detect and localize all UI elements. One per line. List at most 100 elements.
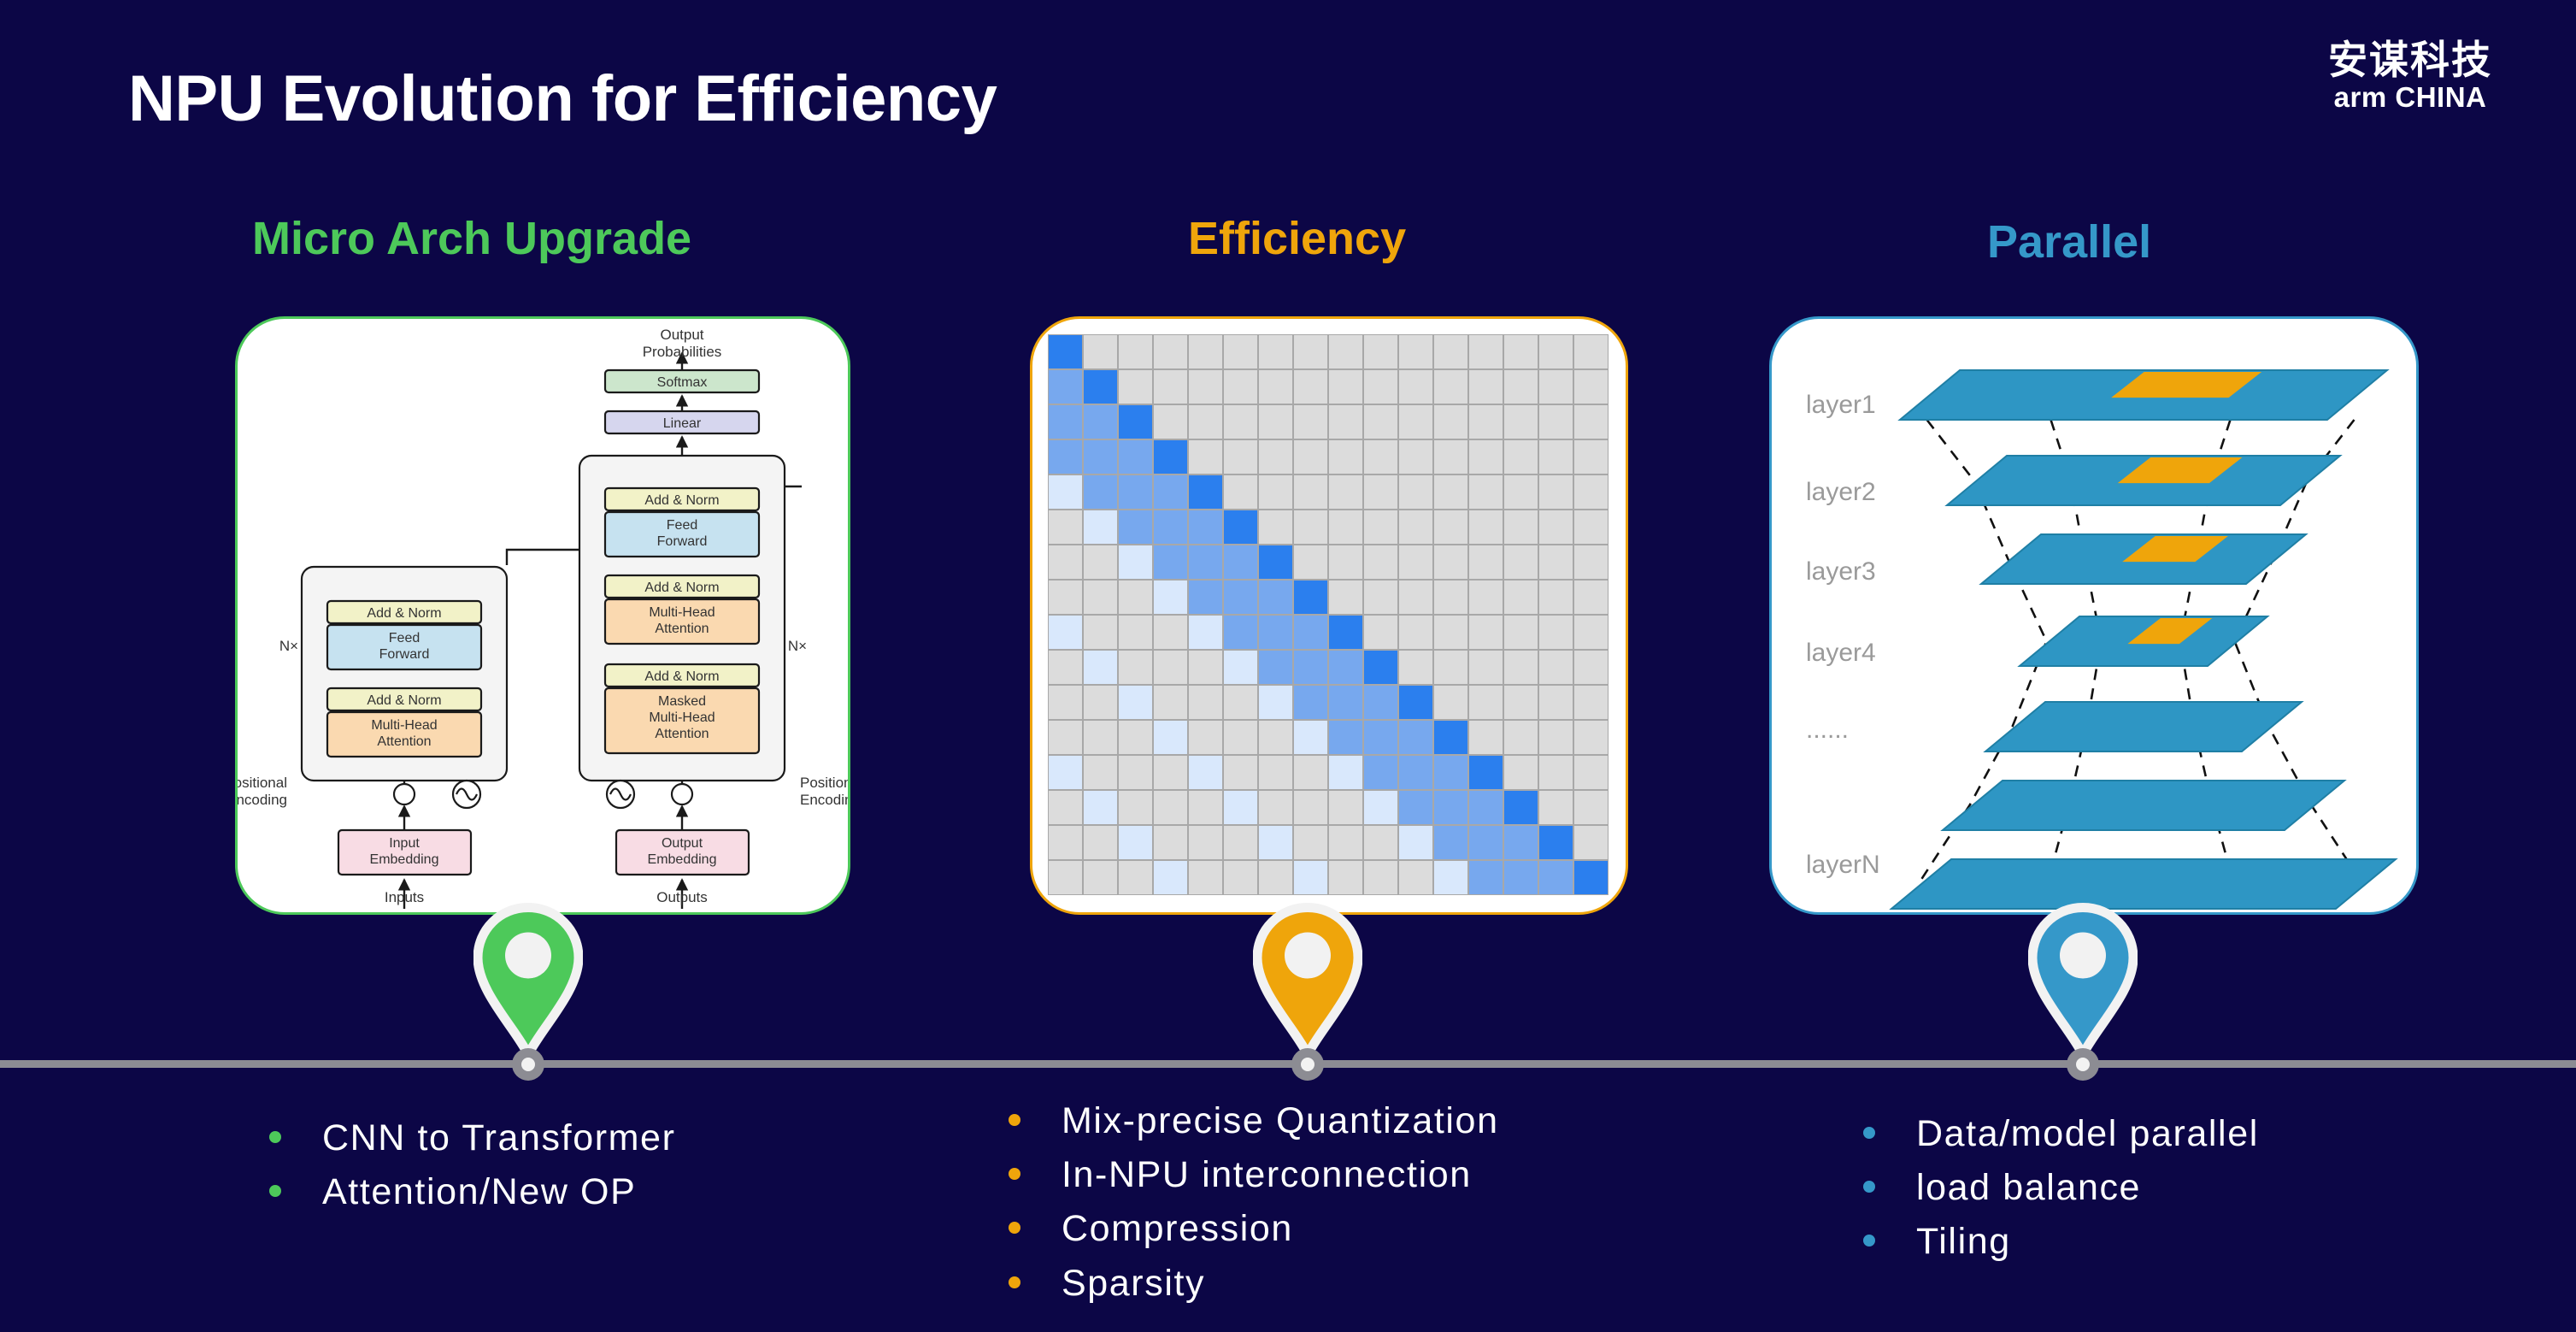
heatmap-cell	[1118, 860, 1153, 895]
layer-parallel-diagram: layer1 layer2 layer3 layer4...... layerN	[1806, 369, 2398, 910]
heatmap-cell	[1328, 334, 1363, 369]
heatmap-cell	[1188, 439, 1223, 474]
bullet-dot-icon	[1009, 1276, 1020, 1288]
heatmap-cell	[1398, 439, 1433, 474]
input-embedding-box	[337, 828, 473, 876]
timeline-node-micro-arch[interactable]	[512, 1048, 544, 1081]
heatmap-cell	[1573, 580, 1609, 615]
bullet-dot-icon	[1863, 1181, 1875, 1193]
list-item: Sparsity	[1009, 1257, 1499, 1311]
bullet-dot-icon	[1009, 1222, 1020, 1235]
heatmap-cell	[1223, 650, 1258, 685]
heatmap-cell	[1188, 650, 1223, 685]
heatmap-cell	[1258, 615, 1293, 650]
heatmap-cell	[1328, 404, 1363, 439]
layer-label: layer4	[1806, 639, 1876, 667]
heatmap-cell	[1328, 510, 1363, 545]
heatmap-cell	[1083, 685, 1118, 720]
heatmap-cell	[1398, 334, 1433, 369]
heatmap-cell	[1363, 580, 1398, 615]
heatmap-cell	[1293, 580, 1328, 615]
heatmap-cell	[1153, 615, 1188, 650]
output-probabilities-label: Output	[660, 327, 703, 343]
heatmap-cell	[1468, 755, 1503, 790]
bullet-dot-icon	[1863, 1127, 1875, 1139]
heatmap-cell	[1363, 545, 1398, 580]
marker-pin-parallel[interactable]	[2028, 902, 2138, 1060]
positional-encoding-label: Encoding	[800, 792, 850, 808]
heatmap-cell	[1258, 439, 1293, 474]
heatmap-cell	[1503, 369, 1538, 404]
heatmap-cell	[1433, 720, 1468, 755]
heatmap-cell	[1048, 404, 1083, 439]
heatmap-cell	[1083, 720, 1118, 755]
heatmap-cell	[1538, 474, 1573, 510]
heatmap-cell	[1083, 615, 1118, 650]
heatmap-cell	[1153, 404, 1188, 439]
list-item: Attention/New OP	[269, 1165, 676, 1219]
timeline-node-efficiency[interactable]	[1291, 1048, 1324, 1081]
heatmap-cell	[1538, 685, 1573, 720]
heatmap-cell	[1328, 825, 1363, 860]
feed-forward-label: Forward	[657, 534, 708, 549]
heatmap-cell	[1328, 580, 1363, 615]
heatmap-cell	[1538, 755, 1573, 790]
masked-attention-label: Attention	[655, 727, 709, 741]
inputs-label: Inputs	[385, 889, 424, 905]
heatmap-cell	[1328, 755, 1363, 790]
repeat-count-right: N×	[788, 638, 807, 654]
heatmap-cell	[1258, 685, 1293, 720]
layer-plane	[1940, 780, 2347, 831]
heatmap-cell	[1118, 615, 1153, 650]
heatmap-cell	[1538, 510, 1573, 545]
heatmap-cell	[1538, 860, 1573, 895]
list-item: In-NPU interconnection	[1009, 1148, 1499, 1202]
heatmap-cell	[1153, 650, 1188, 685]
heatmap-cell	[1083, 474, 1118, 510]
bullet-text: Compression	[1062, 1208, 1293, 1250]
heatmap-cell	[1538, 650, 1573, 685]
tile-highlight	[2127, 618, 2213, 645]
heatmap-cell	[1573, 825, 1609, 860]
marker-pin-efficiency[interactable]	[1253, 902, 1362, 1060]
heatmap-cell	[1433, 545, 1468, 580]
heatmap-cell	[1363, 369, 1398, 404]
bullet-list-micro-arch: CNN to Transformer Attention/New OP	[269, 1111, 676, 1219]
heatmap-cell	[1468, 439, 1503, 474]
heatmap-cell	[1118, 580, 1153, 615]
layer-plane	[1889, 858, 2398, 910]
figure-card-layer-parallel: layer1 layer2 layer3 layer4...... layerN	[1769, 316, 2419, 915]
marker-pin-micro-arch[interactable]	[473, 902, 583, 1060]
bullet-text: load balance	[1916, 1167, 2142, 1209]
heatmap-cell	[1328, 615, 1363, 650]
heatmap-cell	[1398, 545, 1433, 580]
heatmap-cell	[1118, 825, 1153, 860]
heatmap-cell	[1293, 720, 1328, 755]
heatmap-cell	[1503, 720, 1538, 755]
heatmap-cell	[1363, 790, 1398, 825]
multi-head-attention-label: Multi-Head	[649, 605, 715, 620]
column-heading-micro-arch: Micro Arch Upgrade	[252, 213, 692, 264]
heatmap-cell	[1398, 755, 1433, 790]
heatmap-cell	[1223, 790, 1258, 825]
heatmap-cell	[1363, 720, 1398, 755]
heatmap-cell	[1398, 825, 1433, 860]
heatmap-cell	[1503, 404, 1538, 439]
heatmap-cell	[1188, 825, 1223, 860]
input-embedding-label: Embedding	[370, 852, 439, 867]
multi-head-attention-label: Multi-Head	[371, 718, 437, 733]
heatmap-cell	[1048, 825, 1083, 860]
heatmap-cell	[1363, 615, 1398, 650]
multi-head-attention-box	[603, 598, 761, 645]
feed-forward-box	[326, 623, 483, 671]
heatmap-cell	[1573, 755, 1609, 790]
heatmap-cell	[1223, 580, 1258, 615]
heatmap-cell	[1573, 510, 1609, 545]
heatmap-cell	[1188, 334, 1223, 369]
timeline-node-parallel[interactable]	[2067, 1048, 2099, 1081]
logo-brand-text: arm CHINA	[2328, 82, 2492, 113]
heatmap-cell	[1223, 474, 1258, 510]
heatmap-cell	[1503, 650, 1538, 685]
heatmap-cell	[1258, 755, 1293, 790]
heatmap-cell	[1293, 615, 1328, 650]
